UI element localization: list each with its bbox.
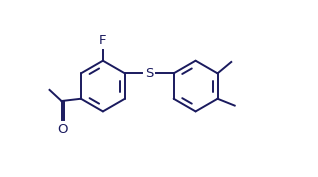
Text: F: F bbox=[99, 34, 107, 47]
Text: S: S bbox=[145, 67, 153, 80]
Text: O: O bbox=[58, 123, 68, 136]
